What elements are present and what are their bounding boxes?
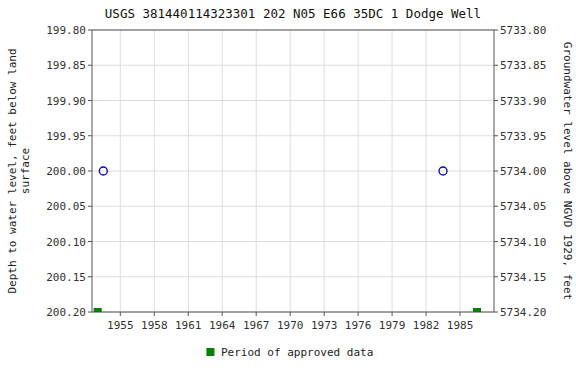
- tick-label-x: 1961: [175, 319, 202, 332]
- grid-line-y: [92, 276, 494, 277]
- title: USGS 381440114323301 202 N05 E66 35DC 1 …: [105, 6, 481, 21]
- legend-swatch: [207, 349, 214, 356]
- tick-label-y2: 5734.15: [500, 271, 546, 284]
- legend-label: Period of approved data: [221, 346, 373, 359]
- tick-x: [392, 312, 393, 316]
- tick-label-x: 1976: [345, 319, 372, 332]
- tick-label-y2: 5733.85: [500, 59, 546, 72]
- tick-x: [358, 312, 359, 316]
- tick-label-x: 1973: [311, 319, 338, 332]
- tick-x: [426, 312, 427, 316]
- circle-point: [99, 167, 107, 175]
- tick-x: [188, 312, 189, 316]
- tick-y2: [494, 206, 498, 207]
- tick-y: [88, 100, 92, 101]
- tick-y: [88, 30, 92, 31]
- tick-label-y: 200.15: [46, 271, 86, 284]
- tick-y: [88, 276, 92, 277]
- tick-label-x: 1985: [447, 319, 474, 332]
- tick-x: [120, 312, 121, 316]
- tick-label-x: 1970: [277, 319, 304, 332]
- tick-label-x: 1979: [379, 319, 406, 332]
- tick-label-y: 200.10: [46, 236, 86, 249]
- tick-label-y2: 5733.90: [500, 95, 546, 108]
- tick-y: [88, 135, 92, 136]
- tick-label-y2: 5734.05: [500, 200, 546, 213]
- y-axis-label-line: surface: [19, 148, 32, 194]
- tick-x: [324, 312, 325, 316]
- tick-label-y2: 5734.10: [500, 236, 546, 249]
- tick-x: [290, 312, 291, 316]
- tick-y2: [494, 171, 498, 172]
- grid-line-y: [92, 241, 494, 242]
- tick-label-x: 1955: [107, 319, 134, 332]
- tick-y2: [494, 312, 498, 313]
- grid-line-y: [92, 100, 494, 101]
- tick-label-y: 200.20: [46, 306, 86, 319]
- tick-label-x: 1958: [141, 319, 168, 332]
- square-point: [94, 309, 101, 313]
- tick-x: [154, 312, 155, 316]
- tick-label-x: 1967: [243, 319, 270, 332]
- chart: 1955 1958 1961 1964 1967 1970 1973 1976 1979 1982…: [0, 0, 576, 384]
- plot-frame: [92, 30, 494, 312]
- tick-y2: [494, 241, 498, 242]
- tick-label-x: 1964: [209, 319, 236, 332]
- tick-y: [88, 171, 92, 172]
- tick-y: [88, 241, 92, 242]
- tick-label-y2: 5733.95: [500, 130, 546, 143]
- tick-label-y: 199.95: [46, 130, 86, 143]
- tick-y2: [494, 135, 498, 136]
- tick-x: [460, 312, 461, 316]
- grid-line-y: [92, 135, 494, 136]
- tick-label-y: 199.90: [46, 95, 86, 108]
- y2-axis-label: Groundwater level above NGVD 1929, feet: [561, 42, 574, 300]
- tick-label-y: 200.05: [46, 200, 86, 213]
- tick-y2: [494, 100, 498, 101]
- grid-line-y: [92, 65, 494, 66]
- tick-label-y: 200.00: [46, 165, 86, 178]
- tick-y2: [494, 30, 498, 31]
- tick-x: [222, 312, 223, 316]
- grid-line-y: [92, 171, 494, 172]
- y-axis-label-line: Depth to water level, feet below land: [6, 48, 19, 293]
- circle-point: [439, 167, 447, 175]
- tick-y: [88, 65, 92, 66]
- tick-y2: [494, 65, 498, 66]
- tick-label-y: 199.85: [46, 59, 86, 72]
- tick-label-y: 199.80: [46, 24, 86, 37]
- tick-y2: [494, 276, 498, 277]
- tick-y: [88, 206, 92, 207]
- grid-line-y: [92, 206, 494, 207]
- square-point: [474, 309, 481, 313]
- tick-x: [256, 312, 257, 316]
- tick-label-y2: 5734.20: [500, 306, 546, 319]
- plot-background: [92, 30, 494, 312]
- tick-label-y2: 5734.00: [500, 165, 546, 178]
- y-axis-label: Depth to water level, feet below landsur…: [6, 48, 32, 293]
- marks: [94, 167, 480, 312]
- tick-y: [88, 312, 92, 313]
- tick-label-y2: 5733.80: [500, 24, 546, 37]
- tick-label-x: 1982: [413, 319, 440, 332]
